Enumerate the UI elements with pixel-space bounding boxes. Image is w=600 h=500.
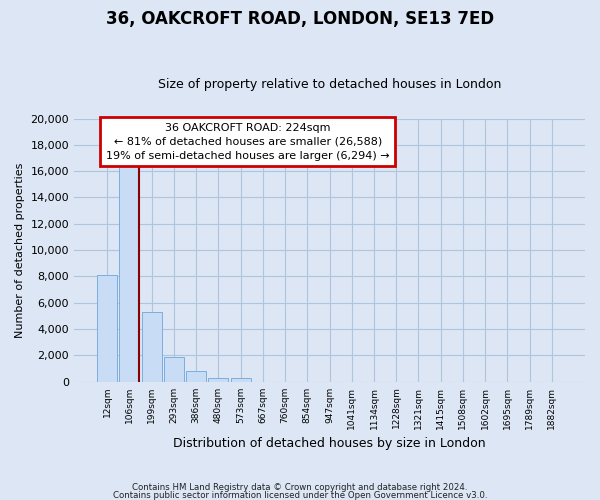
Y-axis label: Number of detached properties: Number of detached properties [15, 162, 25, 338]
X-axis label: Distribution of detached houses by size in London: Distribution of detached houses by size … [173, 437, 486, 450]
Text: 36, OAKCROFT ROAD, LONDON, SE13 7ED: 36, OAKCROFT ROAD, LONDON, SE13 7ED [106, 10, 494, 28]
Text: 36 OAKCROFT ROAD: 224sqm
← 81% of detached houses are smaller (26,588)
19% of se: 36 OAKCROFT ROAD: 224sqm ← 81% of detach… [106, 122, 389, 160]
Title: Size of property relative to detached houses in London: Size of property relative to detached ho… [158, 78, 501, 91]
Bar [97, 275, 117, 382]
Bar [119, 164, 139, 382]
Bar [186, 371, 206, 382]
Bar [230, 378, 251, 382]
Text: Contains public sector information licensed under the Open Government Licence v3: Contains public sector information licen… [113, 491, 487, 500]
Bar [208, 378, 229, 382]
Text: Contains HM Land Registry data © Crown copyright and database right 2024.: Contains HM Land Registry data © Crown c… [132, 484, 468, 492]
Bar [142, 312, 162, 382]
Bar [164, 358, 184, 382]
